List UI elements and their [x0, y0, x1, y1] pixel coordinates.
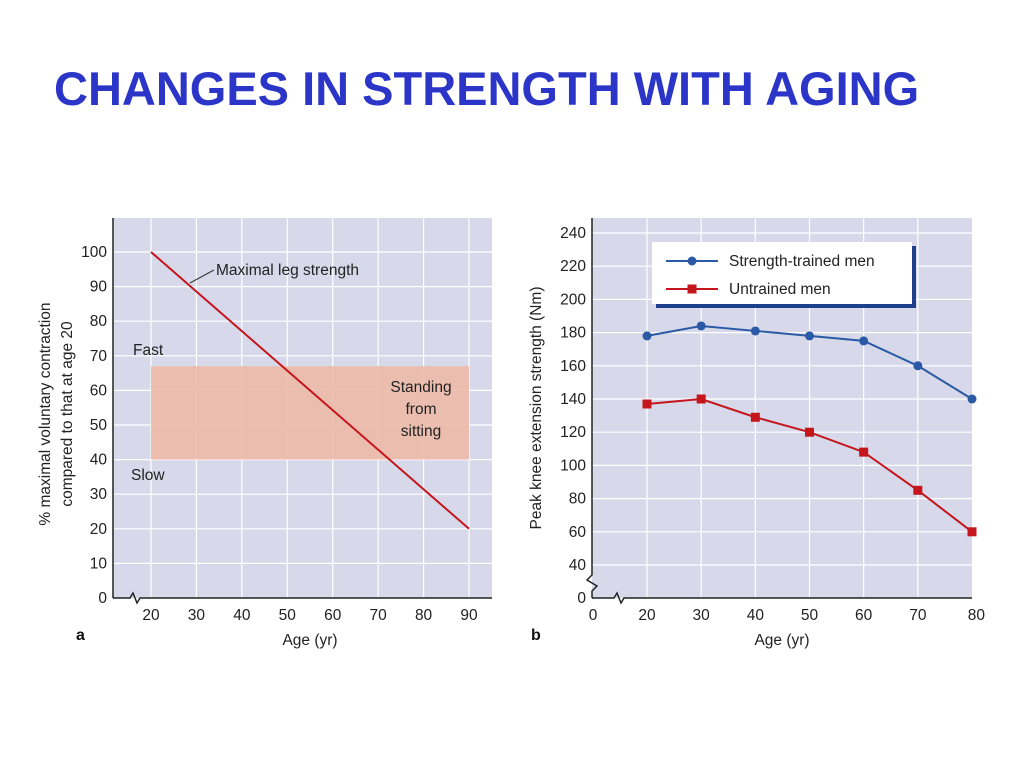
- x-tick-label: 60: [855, 607, 873, 624]
- x-tick-label: 90: [460, 607, 478, 624]
- data-point: [750, 326, 760, 336]
- x-axis-label: Age (yr): [282, 632, 337, 649]
- y-axis-label-line: % maximal voluntary contraction: [37, 302, 54, 525]
- y-tick-label: 60: [569, 524, 587, 541]
- y-tick-label: 120: [560, 424, 586, 441]
- y-tick-label: 80: [90, 313, 108, 330]
- band-label: Standing from sitting: [390, 379, 451, 440]
- x-tick-label: 40: [233, 607, 251, 624]
- data-point: [805, 427, 814, 437]
- y-axis-label: % maximal voluntary contraction compared …: [37, 302, 76, 525]
- y-tick-label: 80: [569, 491, 587, 508]
- y-tick-label: 100: [81, 244, 107, 261]
- x-tick-label: 70: [370, 607, 388, 624]
- y-tick-label: 30: [90, 486, 108, 503]
- x-axis: [592, 591, 972, 605]
- legend-label: Untrained men: [729, 281, 831, 298]
- y-tick-label: 40: [90, 452, 108, 469]
- data-point: [696, 321, 706, 331]
- x-tick-label: 20: [638, 607, 656, 624]
- x-tick-label: 0: [589, 607, 598, 624]
- data-point: [805, 331, 814, 341]
- y-tick-label: 0: [98, 590, 107, 607]
- legend-label: Strength-trained men: [729, 253, 875, 270]
- data-point: [967, 394, 977, 404]
- x-tick-label: 30: [693, 607, 711, 624]
- y-axis: [585, 218, 599, 598]
- y-tick-label: 50: [90, 417, 108, 434]
- leader-line: [189, 269, 215, 284]
- y-tick-label: 60: [90, 382, 108, 399]
- x-axis: [113, 591, 492, 605]
- series-label: Maximal leg strength: [216, 262, 359, 279]
- legend-marker: [687, 256, 697, 266]
- x-tick-label: 50: [801, 607, 819, 624]
- x-tick-label: 30: [188, 607, 206, 624]
- y-tick-label: 90: [90, 279, 108, 296]
- x-axis-label: Age (yr): [754, 632, 809, 649]
- y-tick-label: 140: [560, 391, 586, 408]
- y-tick-label: 0: [577, 590, 586, 607]
- data-point: [750, 412, 760, 422]
- chart-a: Standing from sitting Maximal leg strength F…: [37, 218, 492, 649]
- data-point: [859, 447, 869, 457]
- legend-marker: [687, 284, 697, 294]
- data-point: [859, 336, 869, 346]
- data-point: [696, 394, 706, 404]
- x-tick-label: 50: [279, 607, 297, 624]
- legend-box: [652, 242, 912, 304]
- band-label-line: sitting: [401, 423, 442, 440]
- data-point: [967, 527, 977, 537]
- panel-label: a: [76, 627, 85, 644]
- series-line-maximal-leg-strength: [150, 251, 470, 530]
- band-label-line: Standing: [390, 379, 451, 396]
- y-tick-label: 160: [560, 358, 586, 375]
- y-tick-label: 200: [560, 291, 586, 308]
- y-tick-label: 40: [569, 557, 587, 574]
- y-tick-label: 100: [560, 457, 586, 474]
- y-tick-label: 10: [90, 555, 108, 572]
- y-tick-label: 240: [560, 225, 586, 242]
- data-point: [642, 331, 652, 341]
- x-tick-label: 20: [142, 607, 160, 624]
- y-tick-label: 220: [560, 258, 586, 275]
- x-tick-label: 40: [747, 607, 765, 624]
- annotation-fast: Fast: [133, 342, 164, 359]
- x-tick-label: 60: [324, 607, 342, 624]
- data-point: [913, 485, 923, 495]
- panel-label: b: [531, 627, 541, 644]
- annotation-slow: Slow: [131, 467, 165, 484]
- y-tick-label: 20: [90, 521, 108, 538]
- data-point: [642, 399, 652, 409]
- y-axis-label: Peak knee extension strength (Nm): [528, 287, 545, 530]
- y-axis-label-line: compared to that at age 20: [59, 321, 76, 507]
- band-standing-from-sitting: [151, 366, 469, 460]
- y-tick-label: 70: [90, 348, 108, 365]
- band-label-line: from: [406, 401, 437, 418]
- y-tick-label: 180: [560, 325, 586, 342]
- slide-title: CHANGES IN STRENGTH WITH AGING: [54, 62, 920, 115]
- data-point: [913, 361, 923, 371]
- x-tick-label: 70: [909, 607, 927, 624]
- x-tick-label: 80: [968, 607, 986, 624]
- x-tick-label: 80: [415, 607, 433, 624]
